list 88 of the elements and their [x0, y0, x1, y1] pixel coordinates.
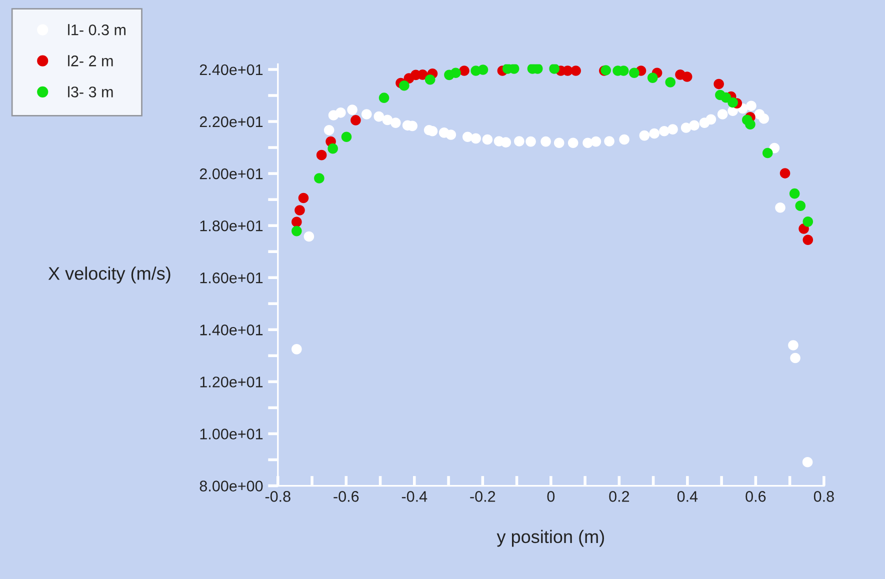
point [668, 124, 678, 134]
point [780, 168, 790, 178]
point [745, 119, 756, 130]
point [478, 64, 488, 75]
point [659, 126, 670, 136]
point [292, 216, 302, 228]
point [514, 136, 524, 146]
point [706, 114, 716, 125]
point [446, 130, 456, 140]
point [540, 136, 551, 147]
point [378, 92, 390, 103]
point [604, 136, 614, 146]
point [680, 122, 692, 133]
point [788, 340, 798, 350]
point [590, 136, 602, 147]
y-tick-label: 2.00e+01 [200, 168, 263, 180]
point [336, 108, 346, 118]
point [374, 111, 384, 122]
point [689, 120, 700, 131]
point [292, 344, 302, 354]
point [795, 200, 806, 211]
point [762, 148, 773, 158]
point [758, 114, 770, 124]
point [350, 115, 361, 126]
point [802, 456, 813, 468]
point [728, 97, 738, 108]
point [399, 80, 410, 91]
x-tick-label: 0.2 [609, 491, 630, 502]
y-tick-label: 1.40e+01 [200, 324, 263, 336]
point [549, 64, 560, 74]
point [361, 109, 372, 120]
point [314, 173, 324, 184]
point [802, 234, 814, 246]
y-tick-label: 1.80e+01 [200, 220, 263, 232]
x-tick-label: 0.4 [677, 491, 698, 502]
x-tick-label: 0.8 [814, 491, 834, 502]
y-tick-label: 1.00e+01 [200, 428, 263, 440]
y-tick-label: 1.60e+01 [200, 272, 263, 284]
point [500, 137, 512, 148]
point [292, 226, 302, 236]
point [382, 114, 393, 126]
point [482, 134, 493, 145]
point [316, 150, 327, 160]
point [450, 68, 461, 78]
point [294, 205, 305, 216]
x-tick-label: -0.4 [402, 491, 428, 502]
point [470, 133, 481, 144]
point [568, 138, 578, 148]
point [789, 188, 800, 199]
point [459, 66, 470, 76]
point [328, 143, 338, 154]
legend-label: l2- 2 m [68, 55, 113, 66]
point [424, 74, 436, 85]
x-tick-label: 0.6 [746, 491, 766, 502]
point [341, 132, 352, 142]
point [347, 104, 358, 115]
point [619, 134, 630, 145]
point [554, 138, 564, 148]
point [570, 66, 581, 76]
x-tick-label: -0.2 [470, 491, 496, 502]
point [649, 128, 660, 139]
y-tick-label: 1.20e+01 [200, 376, 263, 388]
legend-label: l1- 0.3 m [68, 24, 126, 36]
point [746, 100, 756, 112]
point [775, 202, 786, 213]
legend-label: l3- 3 m [68, 86, 113, 98]
y-axis-title: X velocity (m/s) [48, 266, 170, 284]
point [324, 124, 334, 136]
point [717, 109, 728, 120]
point [629, 68, 640, 78]
point [304, 231, 314, 242]
point [790, 352, 800, 364]
point [639, 130, 650, 141]
point [298, 192, 309, 204]
point [665, 77, 676, 88]
point [526, 136, 536, 147]
point [714, 78, 724, 90]
x-tick-label: -0.6 [334, 491, 359, 502]
x-tick-label: -0.8 [265, 491, 290, 502]
y-tick-label: 8.00e+00 [200, 480, 263, 492]
point [682, 72, 692, 82]
point [802, 216, 814, 227]
y-tick-label: 2.40e+01 [200, 64, 263, 76]
y-tick-label: 2.20e+01 [200, 116, 263, 128]
point [390, 118, 401, 128]
x-tick-label: 0 [547, 491, 555, 502]
x-axis-title: y position (m) [496, 530, 604, 547]
point [647, 72, 658, 83]
